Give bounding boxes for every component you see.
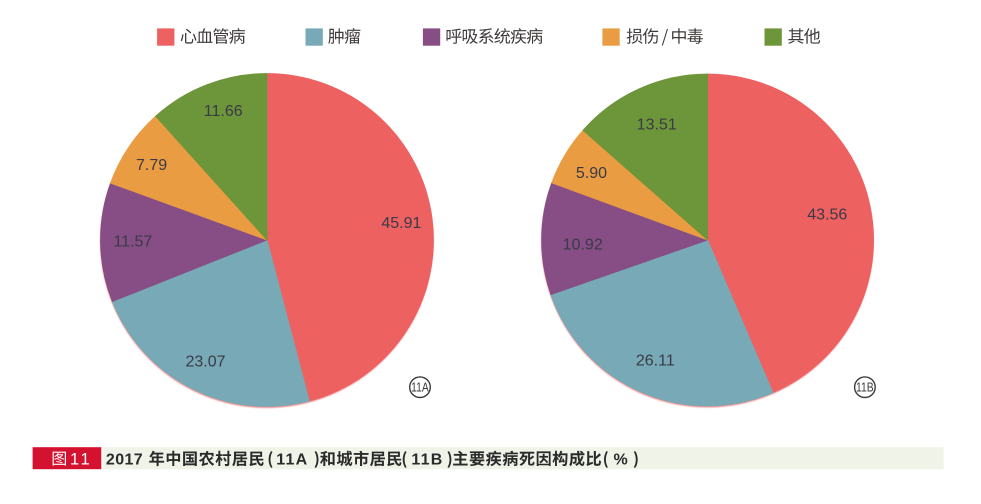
svg-text:45.91: 45.91 [381, 215, 421, 232]
svg-text:5.90: 5.90 [576, 165, 607, 182]
svg-text:11.57: 11.57 [113, 234, 152, 251]
svg-text:11B: 11B [856, 382, 874, 395]
svg-text:43.56: 43.56 [807, 207, 847, 224]
svg-text:7.79: 7.79 [136, 157, 167, 174]
svg-text:11A: 11A [411, 382, 429, 395]
svg-text:11A: 11A [276, 452, 308, 469]
svg-text:26.11: 26.11 [636, 353, 675, 370]
svg-text:11.66: 11.66 [204, 103, 243, 120]
svg-text:23.07: 23.07 [185, 353, 225, 370]
svg-text:10.92: 10.92 [563, 237, 603, 254]
svg-text:13.51: 13.51 [637, 116, 677, 133]
svg-text:2017: 2017 [106, 452, 143, 469]
svg-text:11B: 11B [411, 452, 443, 469]
svg-text:11: 11 [70, 450, 92, 468]
svg-text:%: % [613, 452, 627, 469]
